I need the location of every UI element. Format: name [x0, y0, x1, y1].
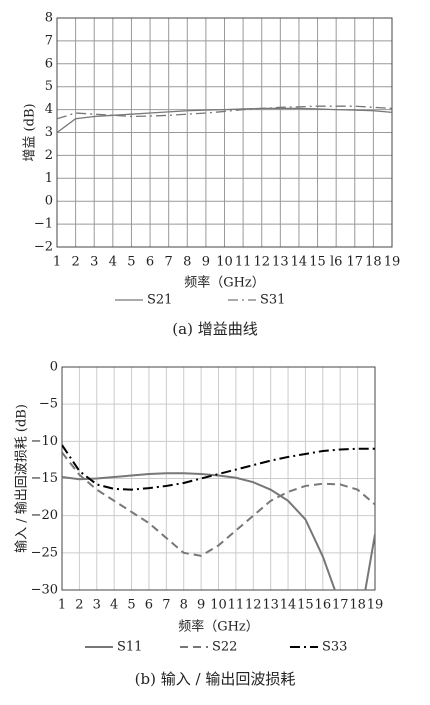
x-tick-label: 9 — [202, 255, 210, 270]
y-tick-label: −10 — [31, 434, 58, 449]
x-tick-label: 9 — [197, 598, 205, 613]
y-tick-label: 1 — [45, 171, 53, 186]
y-axis-label: 输入 / 输出回波损耗 (dB) — [14, 404, 30, 553]
x-tick-label: 5 — [127, 598, 135, 613]
x-tick-label: 17 — [332, 598, 349, 613]
y-axis-label: 增益 (dB) — [23, 103, 38, 161]
x-tick-label: 8 — [180, 598, 188, 613]
x-tick-label: 4 — [109, 255, 117, 270]
legend-label: S21 — [147, 293, 172, 308]
x-tick-label: 2 — [75, 598, 83, 613]
x-tick-label: 14 — [280, 598, 297, 613]
x-tick-label: 3 — [90, 255, 98, 270]
x-tick-label: 14 — [291, 255, 308, 270]
x-axis-label: 频率（GHz） — [184, 275, 265, 291]
y-tick-label: 0 — [50, 360, 58, 375]
x-tick-label: 2 — [71, 255, 79, 270]
y-tick-label: 2 — [45, 148, 53, 163]
x-tick-label: 1 — [53, 255, 61, 270]
series-line — [57, 107, 392, 134]
x-tick-label: 7 — [162, 598, 170, 613]
x-tick-label: 13 — [272, 255, 289, 270]
series-line — [62, 444, 375, 491]
x-tick-label: l6 — [330, 255, 342, 270]
x-tick-label: 12 — [245, 598, 262, 613]
x-tick-label: 6 — [145, 598, 153, 613]
x-tick-label: 11 — [235, 255, 252, 270]
x-tick-label: 18 — [365, 255, 382, 270]
x-tick-label: 13 — [262, 598, 279, 613]
y-tick-label: 5 — [45, 79, 53, 94]
caption: (b) 输入 / 输出回波损耗 — [135, 670, 296, 688]
x-tick-label: 8 — [183, 255, 191, 270]
x-tick-label: 17 — [347, 255, 364, 270]
series-line — [57, 105, 392, 120]
y-tick-label: 6 — [45, 56, 53, 71]
caption: (a) 增益曲线 — [172, 320, 257, 338]
y-tick-label: −20 — [31, 508, 58, 523]
x-tick-label: 6 — [146, 255, 154, 270]
y-tick-label: −15 — [31, 471, 58, 486]
y-tick-label: 4 — [45, 102, 53, 117]
y-tick-label: 7 — [45, 33, 53, 48]
legend-label: S11 — [117, 640, 142, 655]
y-tick-label: −2 — [34, 240, 53, 255]
x-axis-label: 频率（GHz） — [178, 619, 259, 635]
y-tick-label: −30 — [31, 583, 58, 598]
legend-label: S33 — [322, 640, 347, 655]
x-tick-label: 5 — [127, 255, 135, 270]
y-tick-label: 0 — [45, 194, 53, 209]
x-tick-label: 10 — [216, 255, 233, 270]
y-tick-label: 3 — [45, 125, 53, 140]
y-tick-label: −25 — [31, 545, 58, 560]
x-tick-label: 11 — [228, 598, 245, 613]
x-tick-label: 18 — [349, 598, 366, 613]
series-line — [62, 451, 375, 557]
x-tick-label: 19 — [384, 255, 401, 270]
x-tick-label: 19 — [367, 598, 384, 613]
x-tick-label: 1 — [58, 598, 66, 613]
series-line — [62, 472, 375, 590]
plot-frame — [61, 366, 376, 591]
x-tick-label: 3 — [93, 598, 101, 613]
x-tick-label: 10 — [210, 598, 227, 613]
y-tick-label: −5 — [39, 397, 58, 412]
x-tick-label: 15 — [309, 255, 326, 270]
x-tick-label: 15 — [297, 598, 314, 613]
x-tick-label: 7 — [165, 255, 173, 270]
y-tick-label: −1 — [34, 217, 53, 232]
x-tick-label: 4 — [110, 598, 118, 613]
x-tick-label: 16 — [315, 598, 332, 613]
x-tick-label: 12 — [253, 255, 270, 270]
legend-label: S31 — [260, 293, 285, 308]
y-tick-label: 8 — [45, 11, 53, 26]
legend-label: S22 — [212, 640, 237, 655]
